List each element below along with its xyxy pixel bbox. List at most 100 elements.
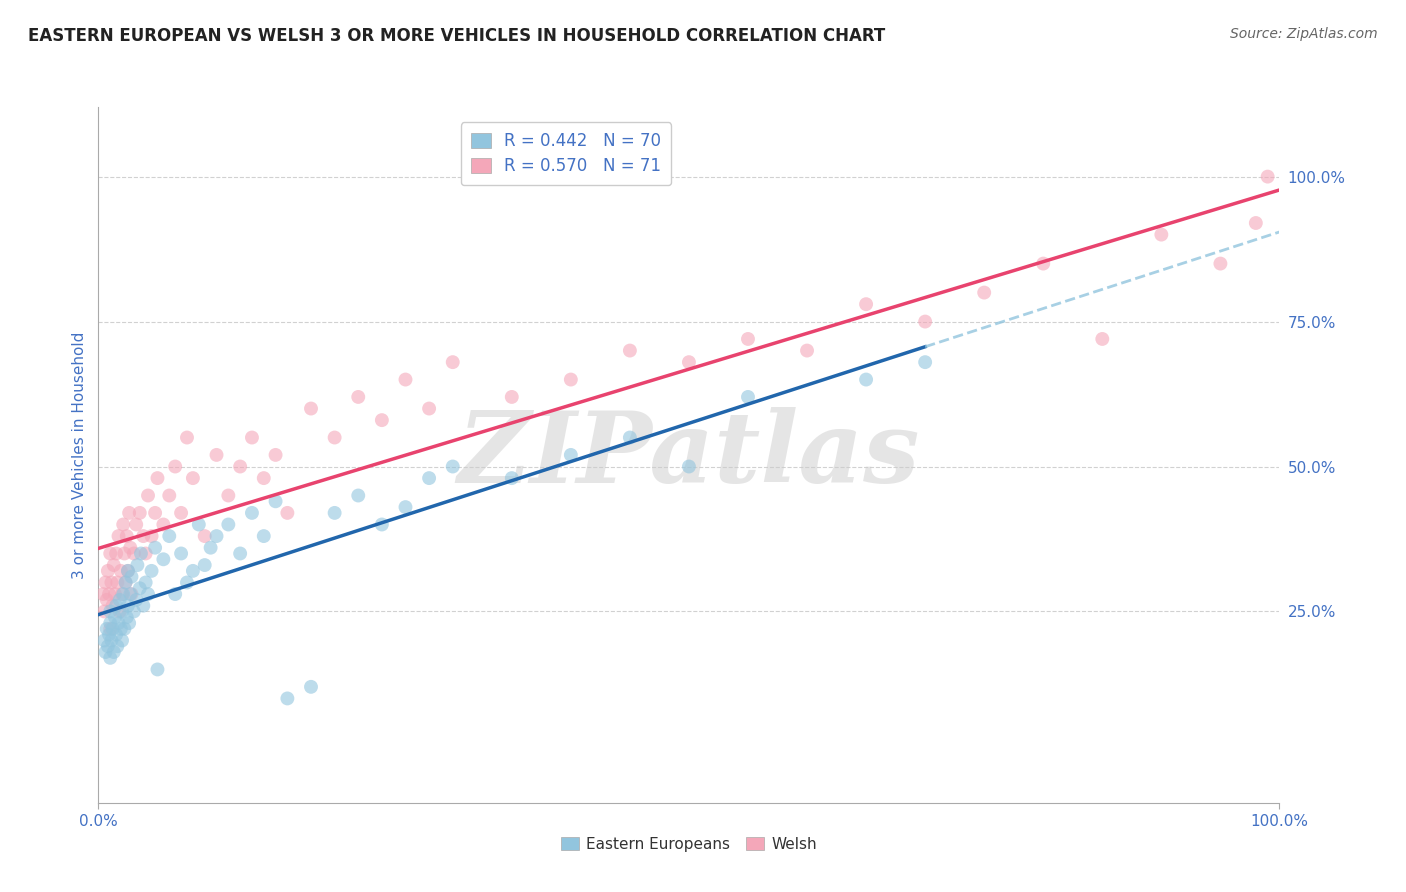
Point [152, 517, 174, 532]
Point [619, 431, 641, 445]
Point [117, 564, 139, 578]
Point [152, 552, 174, 566]
Point [1244, 216, 1267, 230]
Point [501, 471, 523, 485]
Point [115, 610, 138, 624]
Point [855, 373, 877, 387]
Point [181, 564, 204, 578]
Point [105, 599, 128, 613]
Point [229, 459, 252, 474]
Point [114, 575, 136, 590]
Point [141, 564, 163, 578]
Point [112, 517, 135, 532]
Point [135, 546, 157, 561]
Point [98, 605, 121, 619]
Point [132, 529, 155, 543]
Point [100, 633, 122, 648]
Point [101, 622, 124, 636]
Point [394, 373, 416, 387]
Point [93, 633, 115, 648]
Point [441, 355, 464, 369]
Point [418, 471, 440, 485]
Point [165, 459, 187, 474]
Point [1032, 257, 1054, 271]
Point [98, 615, 121, 630]
Point [1257, 169, 1279, 184]
Point [205, 529, 228, 543]
Text: Source: ZipAtlas.com: Source: ZipAtlas.com [1230, 27, 1378, 41]
Point [170, 506, 193, 520]
Point [170, 546, 193, 561]
Point [105, 575, 128, 590]
Point [200, 541, 222, 555]
Point [111, 605, 134, 619]
Point [107, 615, 129, 630]
Point [418, 401, 440, 416]
Point [117, 599, 139, 613]
Point [796, 343, 818, 358]
Point [112, 546, 135, 561]
Point [1150, 227, 1173, 242]
Point [619, 343, 641, 358]
Point [121, 587, 143, 601]
Point [111, 633, 134, 648]
Point [240, 431, 263, 445]
Point [205, 448, 228, 462]
Point [1091, 332, 1114, 346]
Point [323, 431, 346, 445]
Point [96, 622, 118, 636]
Point [165, 587, 187, 601]
Point [122, 546, 145, 561]
Point [737, 332, 759, 346]
Point [98, 628, 121, 642]
Point [118, 615, 141, 630]
Point [94, 575, 117, 590]
Point [108, 592, 131, 607]
Point [253, 529, 276, 543]
Point [229, 546, 252, 561]
Point [855, 297, 877, 311]
Point [217, 489, 239, 503]
Point [97, 564, 120, 578]
Point [299, 680, 322, 694]
Point [276, 691, 298, 706]
Point [240, 506, 263, 520]
Point [132, 599, 155, 613]
Point [114, 575, 136, 590]
Point [678, 355, 700, 369]
Point [157, 529, 180, 543]
Point [94, 645, 117, 659]
Point [115, 529, 138, 543]
Point [98, 546, 121, 561]
Point [110, 622, 132, 636]
Point [105, 639, 128, 653]
Legend: Eastern Europeans, Welsh: Eastern Europeans, Welsh [554, 830, 824, 858]
Point [371, 413, 394, 427]
Point [129, 546, 152, 561]
Point [276, 506, 298, 520]
Point [118, 506, 141, 520]
Point [125, 592, 148, 607]
Point [127, 558, 149, 573]
Point [111, 587, 134, 601]
Point [125, 517, 148, 532]
Point [112, 622, 135, 636]
Y-axis label: 3 or more Vehicles in Household: 3 or more Vehicles in Household [72, 331, 87, 579]
Point [97, 639, 120, 653]
Point [128, 582, 150, 596]
Point [128, 506, 150, 520]
Point [176, 431, 198, 445]
Point [678, 459, 700, 474]
Point [973, 285, 995, 300]
Point [737, 390, 759, 404]
Point [105, 628, 128, 642]
Point [146, 471, 169, 485]
Point [136, 587, 159, 601]
Point [143, 506, 166, 520]
Point [108, 605, 131, 619]
Point [136, 489, 159, 503]
Point [120, 587, 142, 601]
Point [347, 489, 370, 503]
Point [501, 390, 523, 404]
Point [101, 599, 124, 613]
